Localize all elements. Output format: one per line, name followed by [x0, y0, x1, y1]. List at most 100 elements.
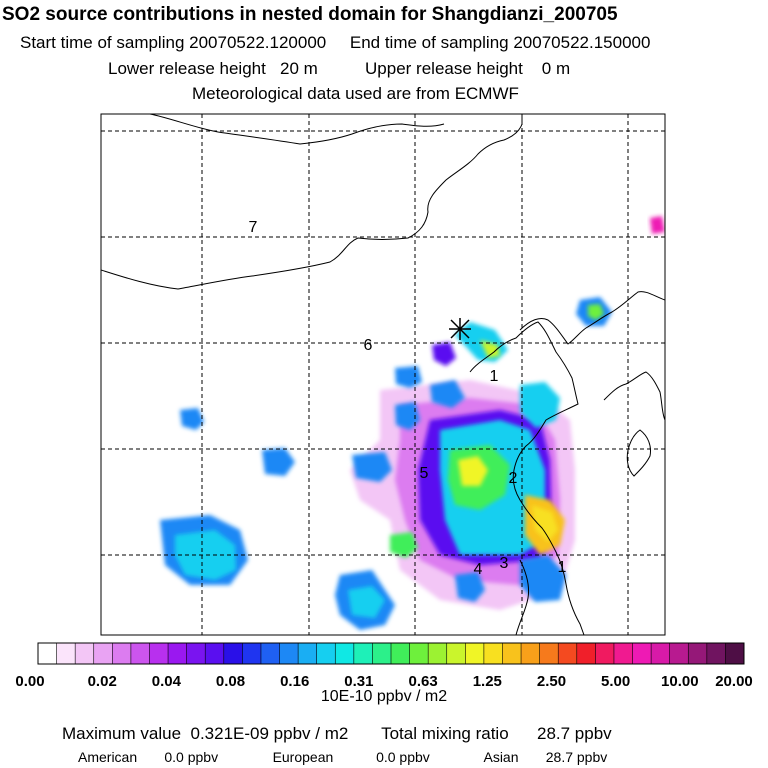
- colorbar-tick-label: 10.00: [661, 673, 699, 690]
- max-value: 0.321E-09 ppbv / m2: [190, 724, 349, 743]
- coastline-south: [515, 559, 529, 635]
- region-label: 3: [500, 555, 509, 572]
- colorbar-swatch: [186, 643, 206, 664]
- lower-release-value: 20 m: [280, 59, 318, 78]
- colorbar-tick-label: 20.00: [715, 673, 753, 690]
- asian-label: Asian: [483, 749, 519, 765]
- concentration-patch: [520, 555, 566, 602]
- graticule: [101, 114, 665, 635]
- concentration-patch: [588, 304, 604, 320]
- concentration-patch: [352, 452, 392, 482]
- max-total-line: Maximum value 0.321E-09 ppbv / m2 Total …: [62, 724, 612, 744]
- colorbar-swatch: [260, 643, 280, 664]
- concentration-patch: [348, 586, 385, 618]
- region-labels: 1 2 34 5 6 7 1: [249, 219, 567, 578]
- concentration-patch: [480, 340, 500, 358]
- colorbar-swatch: [632, 643, 652, 664]
- colorbar-swatch: [651, 643, 671, 664]
- concentration-patch: [395, 402, 420, 430]
- colorbar-swatch: [502, 643, 522, 664]
- lower-release-label: Lower release height: [108, 59, 266, 78]
- upper-release-label: Upper release height: [365, 59, 523, 78]
- map-frame: [100, 113, 666, 636]
- colorbar-swatch: [669, 643, 689, 664]
- american-label: American: [78, 749, 138, 765]
- colorbar-swatch: [298, 643, 318, 664]
- sampling-end-value: 20070522.150000: [513, 33, 651, 52]
- colorbar-swatch: [56, 643, 76, 664]
- european-value: 0.0 ppbv: [376, 749, 430, 765]
- sampling-start-value: 20070522.120000: [189, 33, 327, 52]
- colorbar-swatch: [38, 643, 57, 664]
- colorbar-swatch: [688, 643, 708, 664]
- sampling-end-label: End time of sampling: [349, 33, 509, 52]
- coastline-peninsula: [519, 291, 665, 345]
- colorbar-swatch: [223, 643, 243, 664]
- coastline-korea: [603, 371, 665, 421]
- colorbar-tick-label: 0.08: [216, 673, 245, 690]
- max-value-label: Maximum value: [62, 724, 182, 743]
- colorbar-tick-label: 0.02: [88, 673, 117, 690]
- european-label: European: [272, 749, 334, 765]
- colorbar-swatch: [316, 643, 336, 664]
- concentration-patch: [532, 505, 558, 542]
- colorbar-swatch: [409, 643, 429, 664]
- region-label: 1: [558, 559, 567, 576]
- region-label: 6: [364, 337, 373, 354]
- concentration-patch: [455, 572, 485, 602]
- concentration-patch: [262, 448, 295, 476]
- sampling-times: Start time of sampling 20070522.120000 E…: [20, 33, 650, 53]
- colorbar-swatch: [130, 643, 150, 664]
- concentration-patch: [458, 456, 488, 486]
- station-marker: [449, 318, 471, 340]
- concentration-patch: [390, 532, 418, 558]
- release-heights: Lower release height 20 m Upper release …: [108, 59, 570, 79]
- asian-value: 28.7 ppbv: [545, 749, 608, 765]
- colorbar-swatch: [595, 643, 615, 664]
- colorbar-swatch: [483, 643, 503, 664]
- colorbar-swatch: [168, 643, 188, 664]
- colorbar-tick-label: 0.63: [408, 673, 437, 690]
- colorbar-tick-label: 5.00: [601, 673, 630, 690]
- colorbar-swatch: [539, 643, 559, 664]
- upper-release-value: 0 m: [541, 59, 571, 78]
- region-label: 2: [509, 470, 518, 487]
- colorbar-swatch: [558, 643, 578, 664]
- coastline-bohai: [469, 321, 585, 635]
- colorbar-swatch: [613, 643, 633, 664]
- sampling-start-label: Start time of sampling: [20, 33, 185, 52]
- colorbar-tick-label: 1.25: [473, 673, 502, 690]
- region-label: 1: [490, 368, 499, 385]
- coastlines: [101, 114, 665, 635]
- coastline-top: [149, 114, 445, 145]
- colorbar-swatch: [428, 643, 448, 664]
- colorbar-swatch: [149, 643, 169, 664]
- colorbar-swatch: [112, 643, 132, 664]
- american-value: 0.0 ppbv: [164, 749, 219, 765]
- colorbar-swatch: [242, 643, 262, 664]
- concentration-patch: [650, 216, 665, 234]
- source-breakdown: American 0.0 ppbv European 0.0 ppbv Asia…: [78, 749, 607, 765]
- total-mixing-label: Total mixing ratio: [381, 724, 509, 743]
- colorbar-unit: 10E-10 ppbv / m2: [320, 688, 448, 705]
- concentration-patch: [520, 382, 560, 428]
- colorbar-tick-label: 0.00: [15, 673, 44, 690]
- colorbar-swatch: [93, 643, 113, 664]
- colorbar-swatch: [353, 643, 373, 664]
- colorbar-swatch: [335, 643, 355, 664]
- concentration-patch: [180, 408, 204, 430]
- colorbar-swatch: [391, 643, 410, 664]
- colorbar-tick-label: 0.16: [280, 673, 309, 690]
- colorbar-swatch: [521, 643, 541, 664]
- region-label: 4: [474, 561, 483, 578]
- colorbar: 0.00 0.02 0.04 0.08 0.16 0.31 0.63 1.25 2.50 5.00…: [15, 642, 753, 690]
- colorbar-swatch: [465, 643, 485, 664]
- concentration-patch: [432, 342, 456, 366]
- region-label: 5: [420, 465, 429, 482]
- coastline-island: [626, 429, 651, 477]
- concentration-patch: [175, 530, 236, 580]
- colorbar-tick-label: 2.50: [537, 673, 566, 690]
- total-mixing-value: 28.7 ppbv: [537, 724, 612, 743]
- colorbar-swatch: [205, 643, 225, 664]
